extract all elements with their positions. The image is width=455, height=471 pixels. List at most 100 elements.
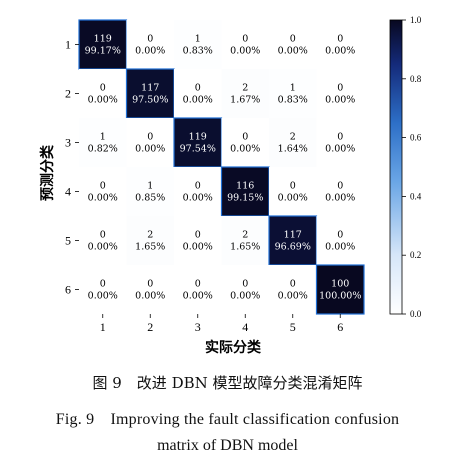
cell-count: 0 xyxy=(242,34,248,45)
cell-count: 117 xyxy=(141,83,159,94)
cell-percent: 1.64% xyxy=(278,144,308,155)
cell-percent: 0.83% xyxy=(183,46,213,57)
figure-caption-chinese: 图 9 改进 DBN 模型故障分类混淆矩阵 xyxy=(92,374,363,392)
cell-count: 119 xyxy=(189,132,207,143)
matrix-cell xyxy=(316,167,364,216)
cell-count: 2 xyxy=(147,230,153,241)
colorbar-tick-label: 0.8 xyxy=(410,74,422,84)
cell-count: 0 xyxy=(337,132,343,143)
matrix-cell xyxy=(269,118,317,167)
matrix-cell xyxy=(220,166,270,217)
cell-count: 0 xyxy=(100,83,106,94)
matrix-cell xyxy=(79,69,127,118)
colorbar-ticks: 0.0 0.2 0.4 0.6 0.8 1.0 xyxy=(402,15,422,319)
matrix-cell xyxy=(269,20,317,69)
matrix-cell xyxy=(315,264,365,315)
matrix-cell xyxy=(221,216,269,265)
y-tick-labels: 1 2 3 4 5 6 xyxy=(65,38,79,297)
cell-count: 0 xyxy=(337,83,343,94)
colorbar-tick-label: 1.0 xyxy=(410,15,422,25)
y-tick-label: 6 xyxy=(65,283,71,297)
cell-count: 1 xyxy=(147,181,153,192)
colorbar-tick-label: 0.4 xyxy=(410,191,422,201)
cell-count: 0 xyxy=(290,279,296,290)
cell-count: 0 xyxy=(147,34,153,45)
matrix-cell xyxy=(126,118,174,167)
cell-count: 0 xyxy=(242,279,248,290)
x-tick-label: 4 xyxy=(242,320,248,334)
y-axis-label: 预测分类 xyxy=(39,144,56,201)
colorbar-tick-label: 0.0 xyxy=(410,309,422,319)
cell-count: 0 xyxy=(195,279,201,290)
cell-count: 0 xyxy=(337,230,343,241)
cell-count: 0 xyxy=(147,132,153,143)
colorbar xyxy=(389,19,403,315)
cell-percent: 0.00% xyxy=(183,291,213,302)
matrix-cell xyxy=(79,167,127,216)
cell-count: 100 xyxy=(331,279,349,290)
cell-percent: 0.00% xyxy=(325,144,355,155)
matrix-cell xyxy=(268,215,318,266)
cell-percent: 0.00% xyxy=(325,242,355,253)
confusion-matrix-chart: 11999.17%00.00%10.83%00.00%00.00%00.00%0… xyxy=(39,15,422,356)
cell-count: 0 xyxy=(100,279,106,290)
x-tick-label: 1 xyxy=(100,320,106,334)
cell-percent: 0.00% xyxy=(135,46,165,57)
y-tick-label: 3 xyxy=(65,136,71,150)
matrix-cell xyxy=(126,265,174,314)
matrix-cell xyxy=(316,216,364,265)
cell-percent: 100.00% xyxy=(319,291,361,302)
cell-percent: 0.00% xyxy=(230,291,260,302)
matrix-cell xyxy=(174,167,222,216)
matrix-cell xyxy=(126,167,174,216)
x-tick-label: 5 xyxy=(290,320,296,334)
cell-percent: 0.00% xyxy=(230,144,260,155)
cell-percent: 1.65% xyxy=(230,242,260,253)
matrix-cell xyxy=(269,167,317,216)
colorbar-tick-label: 0.6 xyxy=(410,133,422,143)
cell-count: 117 xyxy=(284,230,302,241)
matrix-cell xyxy=(126,216,174,265)
cell-percent: 99.17% xyxy=(85,46,121,57)
matrix-cell xyxy=(78,19,128,70)
matrix-cell xyxy=(174,20,222,69)
cell-count: 0 xyxy=(337,34,343,45)
cell-count: 0 xyxy=(242,132,248,143)
matrix-cell xyxy=(316,118,364,167)
cell-percent: 97.54% xyxy=(180,144,216,155)
x-axis-label: 实际分类 xyxy=(205,339,262,356)
x-tick-label: 2 xyxy=(147,320,153,334)
cell-percent: 0.00% xyxy=(88,291,118,302)
matrix-cell xyxy=(269,69,317,118)
y-tick-label: 4 xyxy=(65,185,71,199)
cell-percent: 0.00% xyxy=(183,95,213,106)
matrix-cell xyxy=(125,68,175,119)
cell-percent: 0.00% xyxy=(230,46,260,57)
cell-percent: 0.00% xyxy=(88,242,118,253)
matrix-cell xyxy=(221,69,269,118)
matrix-cell xyxy=(174,265,222,314)
x-tick-labels: 1 2 3 4 5 6 xyxy=(100,314,343,334)
matrix-cell xyxy=(221,265,269,314)
matrix-cell xyxy=(221,20,269,69)
cell-percent: 0.83% xyxy=(278,95,308,106)
cell-count: 2 xyxy=(242,230,248,241)
cell-percent: 0.00% xyxy=(278,193,308,204)
cell-percent: 0.82% xyxy=(88,144,118,155)
cell-percent: 0.00% xyxy=(183,193,213,204)
matrix-cell xyxy=(174,69,222,118)
cell-count: 1 xyxy=(290,83,296,94)
matrix-cell xyxy=(269,265,317,314)
matrix-cell xyxy=(173,117,223,168)
x-tick-label: 6 xyxy=(337,320,343,334)
matrix-cell xyxy=(79,216,127,265)
cell-percent: 1.67% xyxy=(230,95,260,106)
cell-percent: 0.00% xyxy=(325,95,355,106)
cell-percent: 0.85% xyxy=(135,193,165,204)
y-tick-label: 2 xyxy=(65,87,71,101)
cell-percent: 0.00% xyxy=(278,46,308,57)
cell-count: 0 xyxy=(195,181,201,192)
y-tick-label: 5 xyxy=(65,234,71,248)
matrix-cell xyxy=(221,118,269,167)
cell-count: 0 xyxy=(290,181,296,192)
